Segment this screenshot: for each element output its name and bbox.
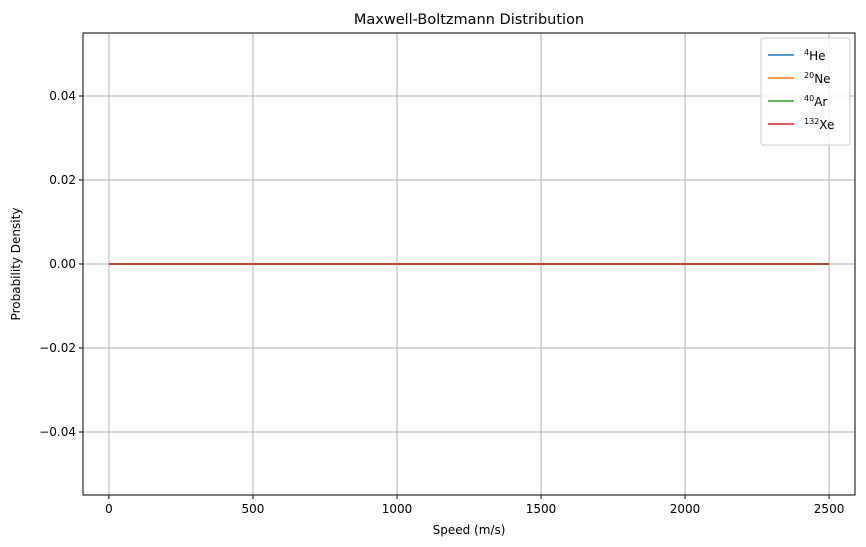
y-tick-label: 0.00 (49, 257, 76, 271)
chart-title: Maxwell-Boltzmann Distribution (354, 12, 584, 28)
legend-label: 4He (804, 48, 826, 63)
y-tick-label: 0.04 (49, 89, 76, 103)
y-tick-label: 0.02 (49, 173, 76, 187)
y-axis: −0.04 −0.02 0.00 0.02 0.04 (39, 89, 83, 439)
legend-label-mass-number: 4 (804, 48, 809, 57)
y-tick-label: −0.04 (39, 425, 76, 439)
x-tick-label: 2000 (670, 502, 701, 516)
legend-label-mass-number: 20 (804, 71, 814, 80)
legend-label-element: Xe (819, 118, 834, 132)
x-tick-label: 1500 (526, 502, 557, 516)
y-axis-label: Probability Density (9, 208, 23, 321)
x-axis: 0 500 1000 1500 2000 2500 (105, 495, 844, 516)
y-tick-label: −0.02 (39, 341, 76, 355)
legend-label-mass-number: 132 (804, 117, 819, 126)
x-tick-label: 2500 (814, 502, 845, 516)
legend-label-element: Ne (814, 72, 830, 86)
legend-label: 20Ne (804, 71, 831, 86)
x-tick-label: 500 (242, 502, 265, 516)
x-axis-label: Speed (m/s) (433, 523, 506, 537)
legend-label-mass-number: 40 (804, 94, 814, 103)
legend-label-element: Ar (814, 95, 827, 109)
legend-box (760, 37, 851, 146)
x-tick-label: 1000 (382, 502, 413, 516)
legend-label: 40Ar (804, 94, 827, 109)
legend-label-element: He (809, 49, 825, 63)
x-tick-label: 0 (105, 502, 113, 516)
legend-label: 132Xe (804, 117, 834, 132)
